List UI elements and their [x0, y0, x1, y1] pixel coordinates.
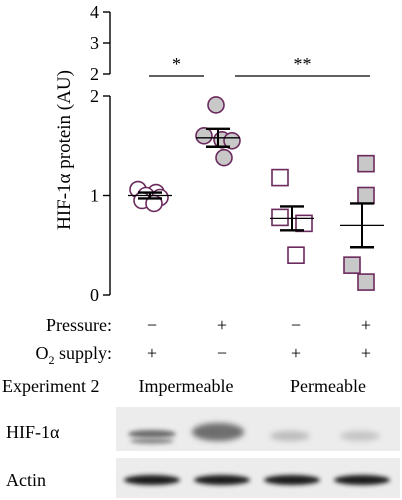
- hif-band-2: [192, 423, 244, 441]
- hif-blot-label: HIF-1α: [6, 422, 60, 442]
- point-g3-3: [357, 273, 375, 291]
- o2-sign-g2: +: [291, 343, 301, 363]
- o2-sign-g1: −: [217, 343, 227, 363]
- mean-error-bars: [128, 127, 384, 249]
- o2-subscript: 2: [48, 353, 54, 367]
- pressure-sign-g2: −: [291, 315, 301, 335]
- pressure-label: Pressure:: [46, 315, 112, 335]
- point-g2-1: [271, 208, 289, 227]
- actin-band-4: [334, 475, 390, 485]
- point-g1-1: [195, 127, 213, 145]
- point-g1-3: [223, 131, 241, 150]
- significance-annotations: * **: [149, 54, 370, 77]
- point-g3-1: [357, 186, 375, 205]
- condition-signs: − + + − − + + +: [147, 315, 371, 363]
- lower-tick-label-2: 2: [90, 86, 99, 106]
- hif-band-3: [270, 431, 310, 441]
- hif-band-4: [340, 431, 380, 441]
- pressure-sign-g1: +: [217, 315, 227, 335]
- impermeable-label: Impermeable: [139, 376, 234, 396]
- pressure-sign-g0: −: [147, 315, 157, 335]
- point-g1-0: [207, 96, 225, 114]
- actin-blot-label: Actin: [6, 470, 46, 490]
- point-g2-0: [271, 168, 289, 187]
- upper-tick-label-0: 2: [90, 64, 99, 84]
- significance-label-1: **: [294, 54, 312, 74]
- hif-blot-background: [116, 407, 400, 451]
- y-axis-ticks: 0 1 22 3 4: [90, 2, 110, 305]
- significance-label-0: *: [172, 54, 181, 74]
- permeable-label: Permeable: [290, 376, 366, 396]
- hif-blot: [116, 407, 400, 451]
- point-g1-4: [215, 148, 233, 167]
- o2-sign-g0: +: [147, 343, 157, 363]
- hif-band-1b: [130, 438, 174, 444]
- lower-tick-label-1: 1: [90, 186, 99, 206]
- point-g3-0: [357, 154, 375, 173]
- data-points: [129, 96, 375, 291]
- o2-o: O: [35, 343, 48, 363]
- pressure-sign-g3: +: [361, 315, 371, 335]
- hif-band-1a: [128, 430, 176, 438]
- point-g3-2: [343, 256, 361, 274]
- lower-tick-label-0: 0: [90, 285, 99, 305]
- point-g2-3: [287, 246, 305, 264]
- o2-supply-label: O2 supply:: [35, 343, 112, 367]
- actin-band-1: [124, 475, 180, 485]
- upper-tick-label-1: 3: [90, 33, 99, 53]
- o2-rest: supply:: [54, 343, 112, 363]
- actin-band-2: [194, 475, 250, 485]
- actin-blot: [116, 458, 400, 498]
- o2-sign-g3: +: [361, 343, 371, 363]
- upper-tick-label-2: 4: [90, 2, 99, 22]
- actin-band-3: [264, 475, 320, 485]
- experiment-label: Experiment 2: [2, 376, 99, 396]
- y-axis-title: HIF-1α protein (AU): [54, 70, 75, 230]
